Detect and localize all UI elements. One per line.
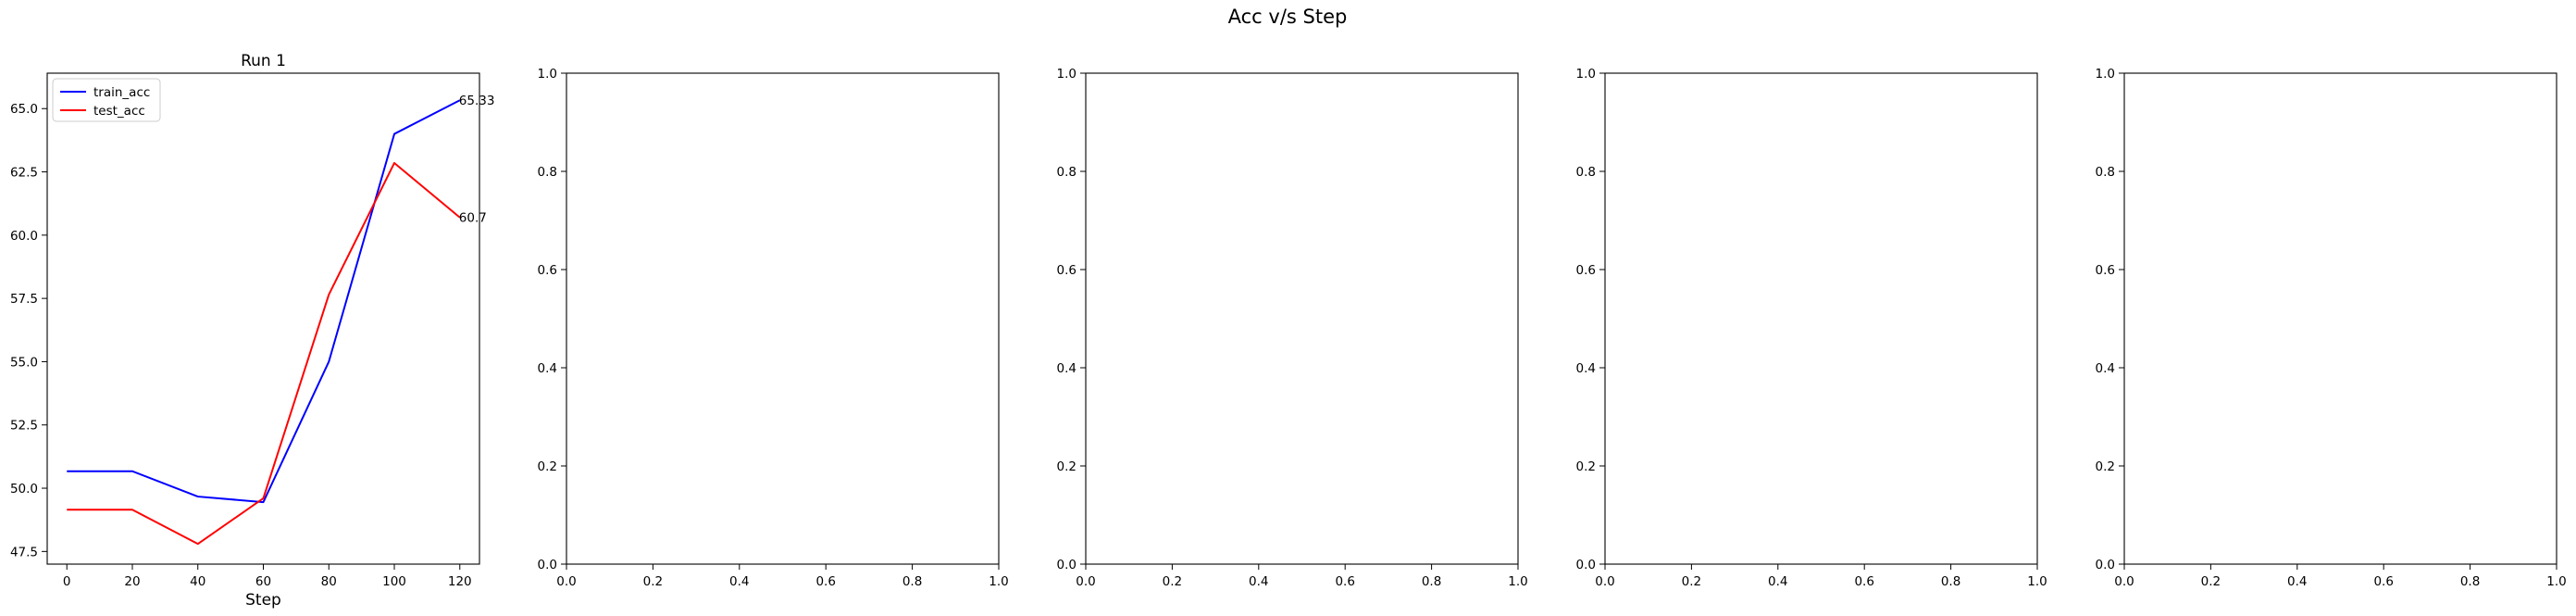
y-tick-label: 55.0	[10, 355, 38, 370]
y-tick-label: 0.2	[1576, 459, 1596, 474]
x-tick-label: 0.4	[2287, 574, 2307, 589]
subplots: 0 20 40 60 80 100 120 47.5 50.0 52.5 55.0 57.5 60.0 6…	[10, 52, 2567, 610]
x-tick-label: 0.8	[902, 574, 922, 589]
value-annotation: 60.7	[459, 211, 487, 226]
x-tick-label: 0.4	[1768, 574, 1787, 589]
x-tick-label: 0.6	[2373, 574, 2393, 589]
x-tick-label: 0.2	[1682, 574, 1701, 589]
x-tick-label: 0.6	[1854, 574, 1873, 589]
axes-frame	[46, 72, 480, 565]
x-axis-label: Step	[245, 591, 281, 610]
axes-frame	[2123, 72, 2557, 565]
x-tick-label: 0.6	[1335, 574, 1354, 589]
subplot-1: 0 20 40 60 80 100 120 47.5 50.0 52.5 55.0 57.5 60.0 6…	[10, 52, 494, 610]
x-tick-label: 120	[448, 574, 472, 589]
value-annotation: 65.33	[459, 94, 495, 108]
y-tick-label: 0.2	[1057, 459, 1076, 474]
y-tick-label: 0.0	[1576, 558, 1596, 572]
y-tick-label: 0.0	[2096, 558, 2115, 572]
x-tick-label: 0.2	[1163, 574, 1182, 589]
x-tick-label: 60	[255, 574, 271, 589]
x-tick-label: 1.0	[2027, 574, 2047, 589]
y-tick-label: 0.4	[538, 361, 557, 376]
x-tick-label: 0.6	[815, 574, 835, 589]
y-tick-label: 1.0	[538, 67, 557, 82]
y-tick-label: 0.6	[1576, 263, 1596, 278]
y-tick-label: 1.0	[1576, 67, 1596, 82]
subplot-3: 0.0 0.2 0.4 0.6 0.8 1.0 0.0 0.2 0.4 0.6 0.8 1.0	[1057, 67, 1528, 589]
y-tick-label: 47.5	[10, 545, 38, 559]
series-line-test_acc	[67, 161, 461, 546]
y-tick-label: 0.6	[1057, 263, 1076, 278]
x-tick-label: 0.0	[1076, 574, 1095, 589]
y-tick-label: 60.0	[10, 229, 38, 244]
axes-frame	[1604, 72, 2038, 565]
x-tick-label: 40	[190, 574, 205, 589]
x-tick-label: 20	[124, 574, 140, 589]
x-tick-label: 0.0	[1595, 574, 1614, 589]
x-tick-label: 0.2	[643, 574, 663, 589]
y-tick-label: 65.0	[10, 102, 38, 117]
axes-frame	[1085, 72, 1519, 565]
y-tick-label: 0.2	[538, 459, 557, 474]
x-tick-label: 0.8	[1422, 574, 1441, 589]
y-tick-label: 0.8	[1576, 165, 1596, 180]
y-tick-label: 1.0	[2096, 67, 2115, 82]
axes-frame	[566, 72, 1000, 565]
y-tick-label: 0.2	[2096, 459, 2115, 474]
x-tick-label: 0.0	[2114, 574, 2134, 589]
x-tick-label: 0.2	[2201, 574, 2221, 589]
subplot-4: 0.0 0.2 0.4 0.6 0.8 1.0 0.0 0.2 0.4 0.6 0.8 1.0	[1576, 67, 2047, 589]
x-tick-label: 1.0	[2546, 574, 2566, 589]
subplot-2: 0.0 0.2 0.4 0.6 0.8 1.0 0.0 0.2 0.4 0.6 0.8 1.0	[538, 67, 1009, 589]
y-tick-label: 0.6	[538, 263, 557, 278]
y-tick-label: 0.4	[2096, 361, 2115, 376]
subplot-title: Run 1	[241, 52, 286, 70]
subplot-5: 0.0 0.2 0.4 0.6 0.8 1.0 0.0 0.2 0.4 0.6 0.8 1.0	[2096, 67, 2567, 589]
figure-suptitle: Acc v/s Step	[1228, 6, 1348, 28]
x-tick-label: 0.8	[2460, 574, 2480, 589]
y-tick-label: 57.5	[10, 292, 38, 307]
y-tick-label: 0.6	[2096, 263, 2115, 278]
y-tick-label: 0.4	[1057, 361, 1076, 376]
x-tick-label: 1.0	[1508, 574, 1527, 589]
x-tick-label: 0	[63, 574, 71, 589]
x-tick-label: 1.0	[989, 574, 1008, 589]
x-tick-label: 0.4	[1249, 574, 1268, 589]
y-tick-label: 0.0	[538, 558, 557, 572]
y-tick-label: 62.5	[10, 166, 38, 181]
y-tick-label: 0.8	[538, 165, 557, 180]
x-tick-label: 100	[382, 574, 406, 589]
y-tick-label: 0.8	[2096, 165, 2115, 180]
x-tick-label: 0.8	[1941, 574, 1960, 589]
x-tick-label: 0.0	[556, 574, 576, 589]
y-tick-label: 0.0	[1057, 558, 1076, 572]
legend-label: test_acc	[93, 104, 145, 119]
y-tick-label: 0.4	[1576, 361, 1596, 376]
series-line-train_acc	[67, 99, 461, 504]
y-tick-label: 50.0	[10, 482, 38, 497]
y-tick-label: 1.0	[1057, 67, 1076, 82]
x-tick-label: 80	[321, 574, 337, 589]
y-tick-label: 52.5	[10, 419, 38, 434]
legend-label: train_acc	[93, 85, 150, 100]
y-tick-label: 0.8	[1057, 165, 1076, 180]
legend: train_acc test_acc	[52, 78, 161, 122]
x-tick-label: 0.4	[729, 574, 749, 589]
